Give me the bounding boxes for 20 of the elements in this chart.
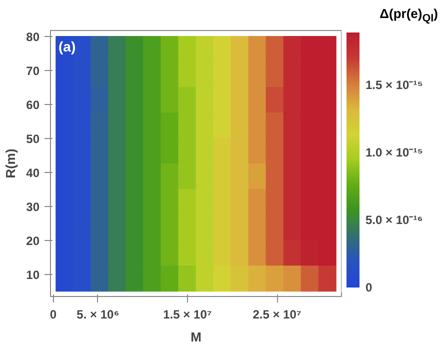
y-tick-label: 60 [26, 98, 40, 112]
color-bar-label: 0 [366, 280, 372, 294]
annotation: (a) [58, 38, 76, 54]
x-axis-title: M [190, 330, 202, 344]
y-tick-label: 50 [26, 132, 40, 146]
y-tick-label: 10 [26, 268, 40, 282]
x-tick-label: 2.5 × 10⁷ [252, 308, 302, 322]
x-tick-label: 1.5 × 10⁷ [163, 308, 212, 322]
color-bar-label: 5.0 × 10⁻¹⁶ [366, 213, 423, 228]
x-tick-label: 5. × 10⁶ [76, 308, 120, 322]
y-axis-title: R(m) [3, 148, 18, 178]
y-tick-label: 40 [26, 166, 40, 180]
legend-title: Δ(pr(e)$_{QI}$) [380, 5, 438, 27]
y-tick-label: 80 [26, 30, 40, 44]
y-tick-label: 30 [26, 200, 40, 214]
color-bar-label: 1.5 × 10⁻¹⁵ [366, 78, 423, 92]
y-tick-label: 20 [26, 234, 40, 248]
x-tick-label: 0 [50, 308, 57, 322]
y-tick-label: 70 [26, 64, 40, 78]
color-bar-label: 1.0 × 10⁻¹⁵ [366, 146, 423, 160]
